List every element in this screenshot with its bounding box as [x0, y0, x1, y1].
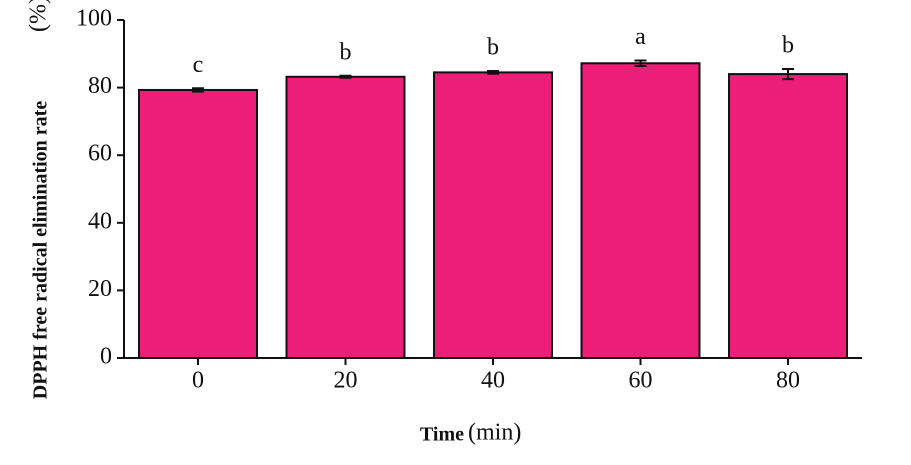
error-bar [487, 70, 499, 75]
x-tick-label: 40 [481, 368, 505, 394]
significance-label: b [340, 39, 352, 65]
error-bar [782, 68, 794, 81]
significance-label: b [782, 33, 794, 59]
significance-label: c [193, 52, 204, 78]
bar [580, 62, 701, 359]
y-axis-label: DPPH free radical elimination rate [30, 101, 52, 400]
y-axis-unit: (%) [26, 0, 52, 32]
y-tick-label: 100 [76, 6, 112, 32]
x-axis-unit: (min) [468, 420, 521, 446]
x-tick-label: 0 [192, 368, 204, 394]
bar [138, 88, 258, 359]
error-bar [634, 59, 647, 67]
y-tick-label: 0 [100, 344, 112, 370]
x-tick-label: 80 [776, 368, 800, 394]
error-bar [192, 87, 204, 93]
y-tick-label: 40 [88, 208, 112, 234]
x-tick-label: 20 [334, 368, 358, 394]
significance-label: b [487, 35, 499, 61]
bar [728, 73, 848, 360]
error-bar [339, 74, 352, 79]
bar [285, 75, 406, 359]
y-tick-label: 80 [88, 73, 112, 99]
significance-label: a [635, 24, 646, 50]
y-tick-label: 20 [88, 276, 112, 302]
x-axis-label: Time [420, 424, 464, 446]
y-tick-label: 60 [88, 141, 112, 167]
bar [433, 71, 553, 359]
x-tick-label: 60 [629, 368, 653, 394]
y-axis-label-group: DPPH free radical elimination rate (%) [26, 0, 52, 399]
